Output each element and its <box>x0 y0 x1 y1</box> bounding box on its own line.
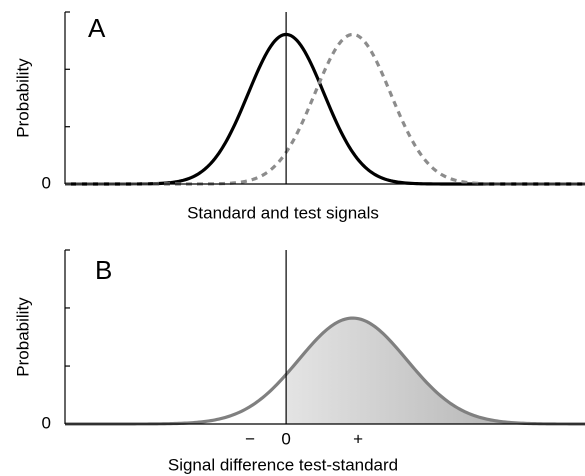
y-axis-label: Probability <box>13 297 32 377</box>
x-tick-label: − <box>245 429 255 448</box>
panel-label: A <box>88 13 106 43</box>
x-axis-label: Signal difference test-standard <box>168 455 398 474</box>
panel-label: B <box>95 255 112 285</box>
x-axis-label: Standard and test signals <box>187 203 379 222</box>
x-tick-label: 0 <box>281 429 290 448</box>
y-tick-label: 0 <box>42 173 51 192</box>
y-axis-label: Probability <box>13 58 32 138</box>
x-tick-label: + <box>353 429 363 448</box>
shaded-area <box>286 318 585 424</box>
density-curve <box>65 32 585 186</box>
y-tick-label: 0 <box>42 413 51 432</box>
density-curve <box>65 32 585 186</box>
